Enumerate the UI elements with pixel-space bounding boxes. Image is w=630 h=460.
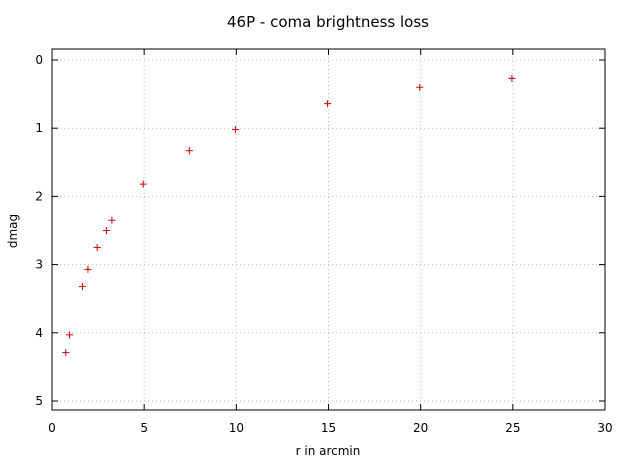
- data-points: [62, 74, 516, 357]
- y-tick-label: 2: [35, 189, 43, 203]
- x-tick-label: 10: [229, 421, 244, 435]
- data-point: [185, 147, 193, 155]
- x-tick-label: 25: [505, 421, 520, 435]
- data-point: [416, 83, 424, 91]
- data-point: [62, 349, 70, 357]
- x-tick-label: 0: [48, 421, 56, 435]
- data-point: [66, 331, 74, 339]
- data-point: [508, 74, 516, 82]
- y-tick-label: 1: [35, 121, 43, 135]
- y-tick-label: 5: [35, 394, 43, 408]
- data-point: [102, 227, 110, 234]
- data-point: [108, 216, 116, 224]
- data-point: [324, 100, 332, 108]
- x-tick-label: 20: [413, 421, 428, 435]
- data-point: [93, 244, 101, 252]
- y-tick-label: 4: [35, 326, 43, 340]
- x-axis-label: r in arcmin: [296, 444, 361, 458]
- data-point: [78, 282, 86, 290]
- x-tick-label: 15: [321, 421, 336, 435]
- x-tick-label: 5: [140, 421, 148, 435]
- plot-frame: [51, 48, 606, 411]
- data-point: [231, 126, 239, 134]
- chart-title: 46P - coma brightness loss: [227, 13, 429, 31]
- y-tick-label: 0: [35, 53, 43, 67]
- y-axis-label: dmag: [6, 214, 20, 248]
- y-tick-labels: 0 1 2 3 4 5: [35, 53, 43, 408]
- data-point: [84, 265, 92, 273]
- grid: [52, 49, 605, 410]
- y-tick-label: 3: [35, 258, 43, 272]
- x-tick-label: 30: [597, 421, 612, 435]
- data-point: [139, 180, 147, 188]
- x-tick-labels: 0 5 10 15 20 25 30: [48, 421, 612, 435]
